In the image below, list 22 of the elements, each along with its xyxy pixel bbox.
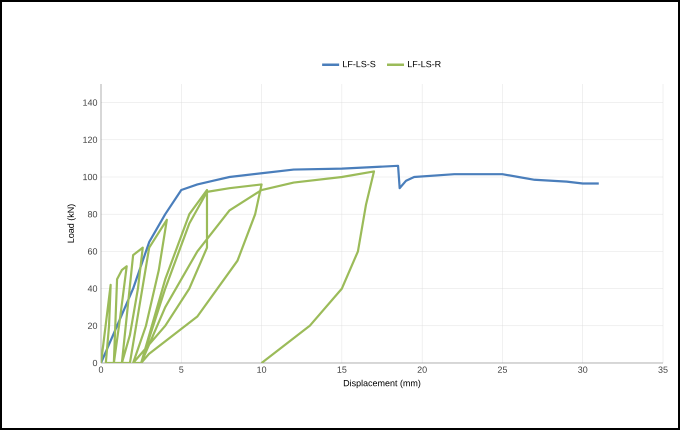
x-tick-label: 30 <box>578 366 588 373</box>
x-axis-title: Displacement (mm) <box>344 380 420 388</box>
line-series <box>101 164 600 363</box>
x-tick-label: 5 <box>179 366 184 373</box>
x-tick-label: 0 <box>98 366 104 373</box>
y-tick-label: 20 <box>88 322 98 329</box>
x-tick-label: 10 <box>257 366 266 373</box>
y-tick-label: 0 <box>92 360 98 366</box>
x-tick-label: 35 <box>658 366 668 373</box>
y-axis-title: Load (kN) <box>67 204 76 242</box>
x-tick-label: 15 <box>338 366 346 373</box>
x-tick-label: 25 <box>498 366 508 373</box>
y-tick-label: 80 <box>88 211 98 218</box>
legend-label: LF-LS-S <box>343 60 376 68</box>
y-tick-label: 140 <box>83 99 98 106</box>
x-tick-label: 20 <box>418 366 427 373</box>
y-tick-label: 100 <box>83 174 98 180</box>
y-tick-label: 120 <box>83 136 98 143</box>
line-series <box>101 170 376 363</box>
y-tick-label: 60 <box>88 248 98 255</box>
legend-label: LF-LS-R <box>408 60 441 68</box>
y-tick-label: 40 <box>88 285 98 292</box>
